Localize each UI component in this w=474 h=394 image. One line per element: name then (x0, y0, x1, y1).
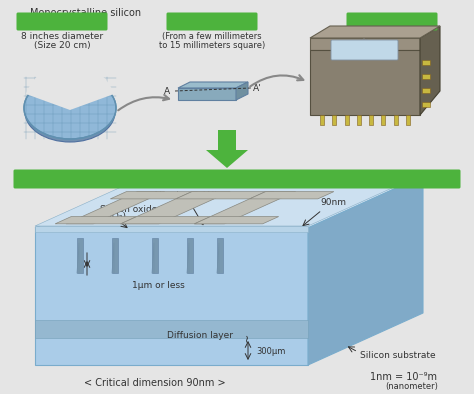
Polygon shape (110, 191, 197, 199)
Bar (332, 115, 337, 125)
Bar (422, 74, 430, 79)
Polygon shape (35, 228, 308, 365)
Polygon shape (176, 191, 274, 199)
Bar (77, 238, 83, 273)
Text: Aluminum (Al): Aluminum (Al) (153, 191, 218, 200)
Polygon shape (178, 88, 236, 100)
Text: Monocrystalline silicon: Monocrystalline silicon (30, 8, 141, 18)
Polygon shape (35, 174, 423, 226)
Polygon shape (310, 38, 420, 50)
Polygon shape (236, 82, 248, 100)
Text: 8 inches diameter: 8 inches diameter (21, 32, 103, 41)
Ellipse shape (24, 77, 116, 139)
Text: 1μm or less: 1μm or less (132, 281, 185, 290)
Polygon shape (121, 217, 219, 224)
Text: (SiO₂): (SiO₂) (100, 212, 126, 221)
Text: 300μm: 300μm (256, 348, 285, 357)
Polygon shape (35, 226, 308, 232)
FancyBboxPatch shape (166, 13, 257, 30)
Text: Wafer: Wafer (43, 15, 81, 25)
Text: < Critical dimension 90nm >: < Critical dimension 90nm > (84, 378, 226, 388)
Polygon shape (310, 26, 440, 38)
Polygon shape (194, 191, 296, 224)
Bar (406, 115, 410, 125)
Polygon shape (55, 217, 142, 224)
Text: Diffusion layer: Diffusion layer (167, 331, 233, 340)
Bar (187, 238, 193, 273)
Polygon shape (35, 320, 308, 338)
Text: Package: Package (366, 15, 418, 25)
Polygon shape (308, 176, 423, 365)
Bar (217, 238, 223, 273)
Wedge shape (26, 63, 114, 110)
Bar (320, 115, 324, 125)
Polygon shape (121, 191, 230, 224)
Text: to 15 millimeters square): to 15 millimeters square) (159, 41, 265, 50)
FancyBboxPatch shape (346, 13, 438, 30)
FancyBboxPatch shape (331, 40, 398, 60)
Text: (nanometer): (nanometer) (385, 381, 438, 390)
FancyBboxPatch shape (13, 169, 461, 188)
Text: Silicon substrate: Silicon substrate (360, 351, 436, 359)
Text: IC chip: IC chip (191, 15, 233, 25)
Ellipse shape (24, 77, 116, 139)
Text: 90nm: 90nm (320, 198, 346, 207)
Polygon shape (35, 176, 423, 228)
Bar (422, 88, 430, 93)
Bar (345, 115, 349, 125)
Bar (393, 115, 398, 125)
Bar (382, 115, 385, 125)
Bar (369, 115, 373, 125)
Polygon shape (206, 130, 248, 168)
Bar (112, 238, 118, 273)
Text: Cross-section structure of a chip (A-A' cross-section): Cross-section structure of a chip (A-A' … (82, 172, 392, 182)
Text: ~: ~ (243, 333, 253, 342)
Text: Silicon oxide film: Silicon oxide film (100, 205, 177, 214)
Polygon shape (178, 82, 248, 88)
Text: 1nm = 10⁻⁹m: 1nm = 10⁻⁹m (370, 372, 437, 382)
Bar (152, 238, 158, 273)
Bar (422, 60, 430, 65)
Ellipse shape (25, 82, 115, 142)
Polygon shape (249, 191, 334, 199)
Text: A': A' (253, 84, 262, 93)
Bar (422, 102, 430, 107)
Text: A: A (164, 87, 170, 95)
Polygon shape (66, 191, 164, 224)
Text: (From a few millimeters: (From a few millimeters (162, 32, 262, 41)
Bar (357, 115, 361, 125)
Polygon shape (194, 217, 279, 224)
Text: (Size 20 cm): (Size 20 cm) (34, 41, 91, 50)
FancyBboxPatch shape (17, 13, 108, 30)
Polygon shape (310, 50, 420, 115)
Polygon shape (420, 26, 440, 115)
